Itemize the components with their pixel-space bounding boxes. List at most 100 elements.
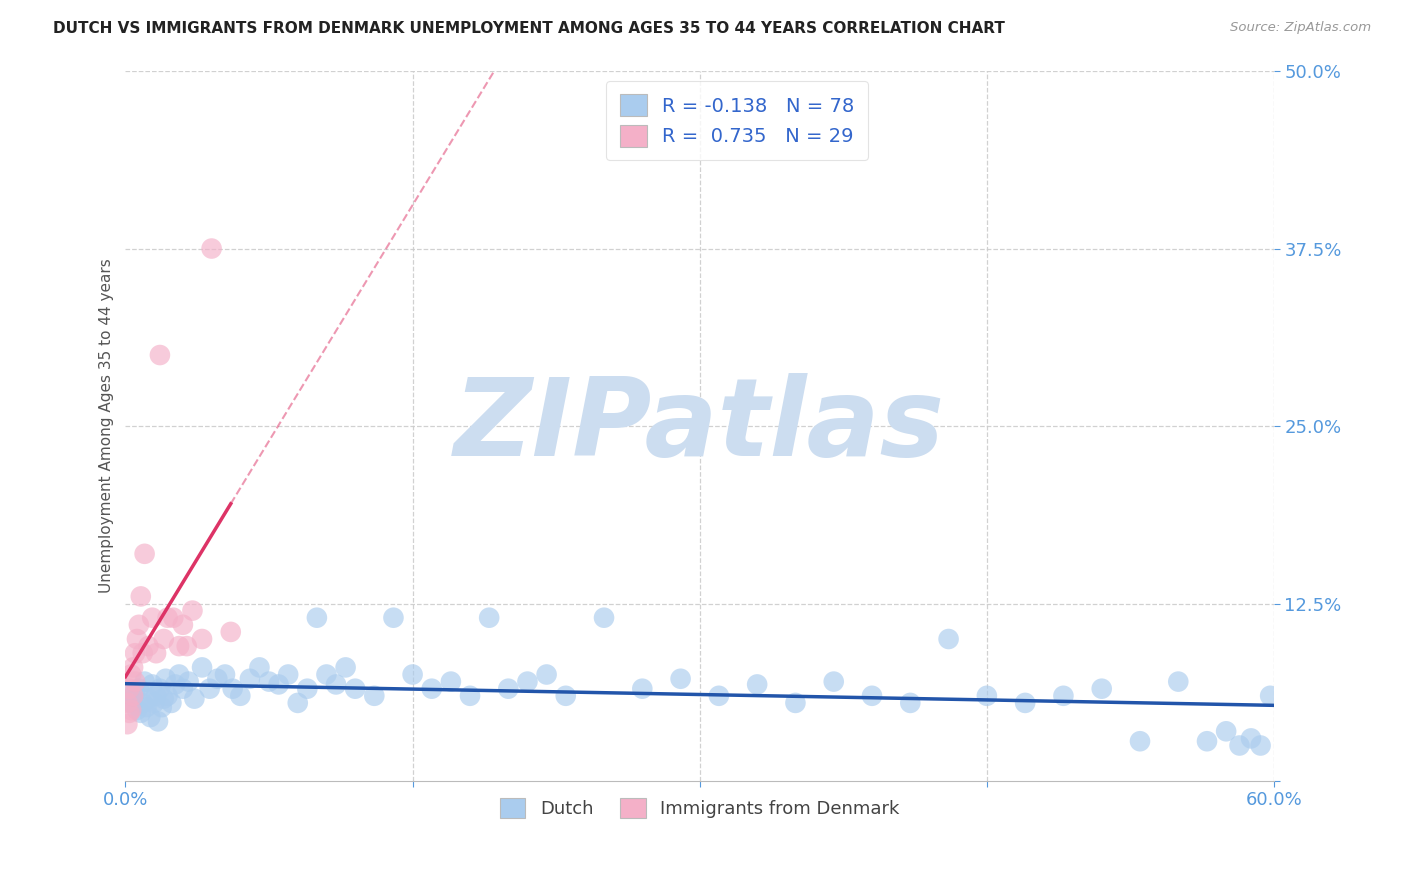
Point: [191, 660, 214, 674]
Point: [122, 660, 145, 674]
Point: [669, 672, 692, 686]
Point: [458, 689, 481, 703]
Point: [128, 681, 150, 696]
Point: [131, 646, 153, 660]
Point: [1258, 689, 1281, 703]
Point: [219, 624, 242, 639]
Point: [128, 617, 150, 632]
Point: [420, 681, 443, 696]
Point: [382, 610, 405, 624]
Point: [267, 677, 290, 691]
Point: [1195, 734, 1218, 748]
Point: [120, 696, 142, 710]
Point: [239, 672, 262, 686]
Point: [124, 686, 146, 700]
Point: [498, 681, 520, 696]
Point: [747, 677, 769, 691]
Point: [139, 710, 162, 724]
Point: [229, 689, 252, 703]
Point: [785, 696, 807, 710]
Point: [167, 667, 190, 681]
Point: [120, 667, 142, 681]
Point: [1129, 734, 1152, 748]
Point: [152, 632, 174, 646]
Point: [152, 691, 174, 706]
Point: [554, 689, 576, 703]
Point: [478, 610, 501, 624]
Point: [160, 696, 183, 710]
Point: [363, 689, 385, 703]
Point: [976, 689, 998, 703]
Point: [138, 639, 160, 653]
Point: [162, 610, 184, 624]
Point: [156, 610, 179, 624]
Point: [325, 677, 347, 691]
Point: [1052, 689, 1074, 703]
Point: [183, 691, 205, 706]
Point: [214, 667, 236, 681]
Point: [516, 674, 538, 689]
Point: [823, 674, 845, 689]
Point: [593, 610, 616, 624]
Point: [335, 660, 357, 674]
Point: [124, 674, 146, 689]
Point: [207, 672, 229, 686]
Point: [440, 674, 463, 689]
Legend: Dutch, Immigrants from Denmark: Dutch, Immigrants from Denmark: [494, 791, 907, 825]
Point: [1091, 681, 1114, 696]
Point: [134, 674, 156, 689]
Text: ZIPatlas: ZIPatlas: [454, 373, 945, 479]
Point: [146, 714, 169, 729]
Point: [198, 681, 221, 696]
Point: [305, 610, 328, 624]
Point: [898, 696, 921, 710]
Point: [141, 610, 163, 624]
Point: [149, 348, 172, 362]
Point: [117, 717, 139, 731]
Point: [118, 706, 141, 720]
Point: [150, 700, 173, 714]
Point: [176, 639, 198, 653]
Point: [131, 696, 153, 710]
Point: [124, 646, 146, 660]
Point: [118, 681, 141, 696]
Point: [118, 689, 141, 703]
Point: [631, 681, 654, 696]
Point: [201, 242, 224, 256]
Point: [129, 590, 152, 604]
Point: [707, 689, 730, 703]
Point: [172, 617, 194, 632]
Point: [401, 667, 423, 681]
Point: [344, 681, 367, 696]
Point: [134, 547, 156, 561]
Point: [297, 681, 319, 696]
Point: [122, 689, 145, 703]
Point: [149, 681, 172, 696]
Point: [1250, 739, 1272, 753]
Point: [249, 660, 271, 674]
Point: [860, 689, 883, 703]
Point: [277, 667, 299, 681]
Point: [177, 674, 200, 689]
Point: [287, 696, 309, 710]
Point: [938, 632, 960, 646]
Point: [125, 703, 148, 717]
Point: [165, 677, 187, 691]
Text: DUTCH VS IMMIGRANTS FROM DENMARK UNEMPLOYMENT AMONG AGES 35 TO 44 YEARS CORRELAT: DUTCH VS IMMIGRANTS FROM DENMARK UNEMPLO…: [53, 21, 1005, 37]
Point: [1240, 731, 1263, 746]
Point: [141, 677, 163, 691]
Point: [191, 632, 214, 646]
Point: [138, 691, 160, 706]
Text: Source: ZipAtlas.com: Source: ZipAtlas.com: [1230, 21, 1371, 35]
Point: [536, 667, 558, 681]
Point: [1215, 724, 1237, 739]
Point: [1229, 739, 1251, 753]
Point: [315, 667, 337, 681]
Point: [129, 706, 152, 720]
Point: [156, 689, 179, 703]
Point: [125, 632, 148, 646]
Point: [257, 674, 280, 689]
Point: [145, 646, 167, 660]
Y-axis label: Unemployment Among Ages 35 to 44 years: Unemployment Among Ages 35 to 44 years: [100, 259, 114, 593]
Point: [221, 681, 243, 696]
